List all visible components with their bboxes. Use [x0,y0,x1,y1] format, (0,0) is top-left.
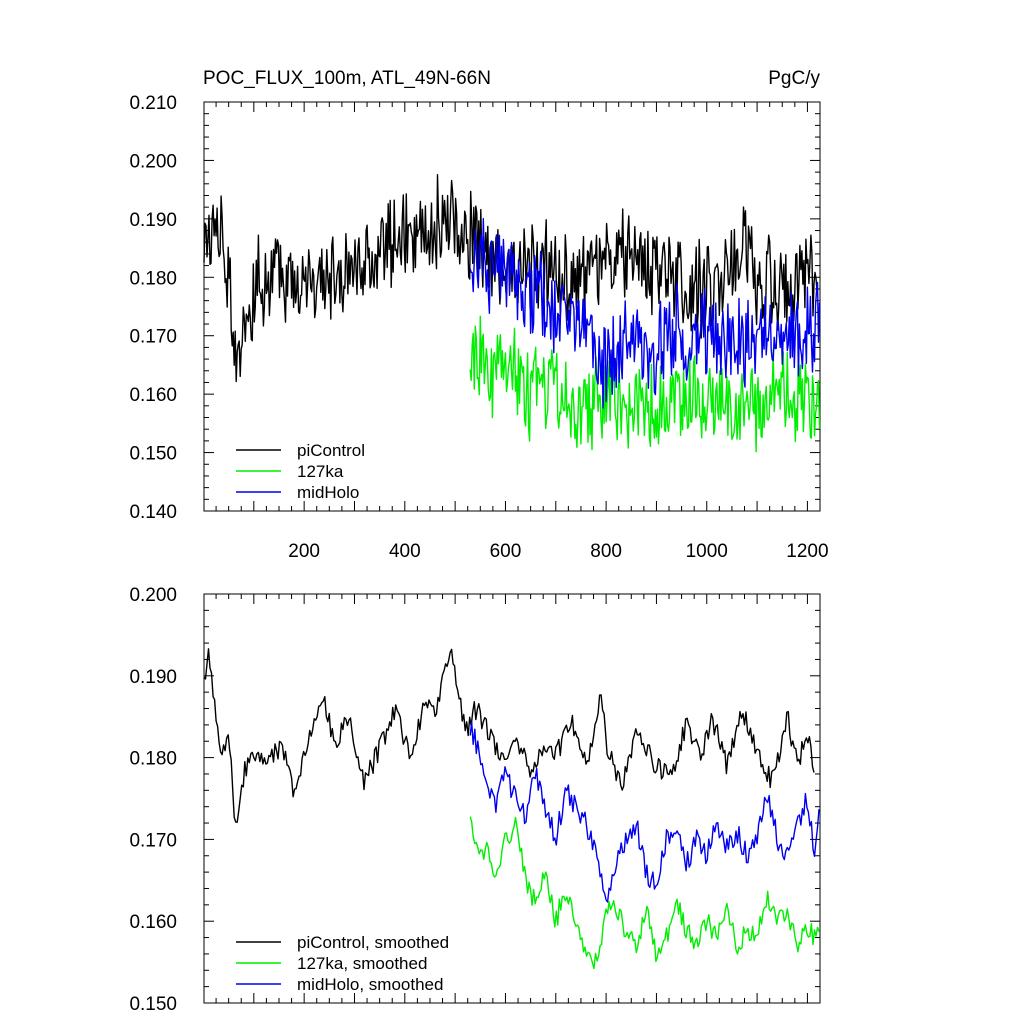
x-tick-label: 200 [288,541,320,562]
legend-label: midHolo, smoothed [297,975,443,994]
y-tick-label: 0.190 [129,210,177,231]
top-axis-ticks: 0.140 0.150 0.160 0.170 0.180 0.190 0.200 0.210… [129,93,828,562]
series-line-127ka [469,315,821,453]
y-tick-label: 0.170 [129,830,177,851]
x-tick-label: 1000 [686,541,728,562]
legend-label: 127ka [297,462,344,481]
legend-label: piControl, smoothed [297,933,449,952]
x-tick-label: 1200 [786,541,828,562]
legend-label: piControl [297,441,365,460]
y-tick-label: 0.200 [129,151,177,172]
y-tick-label: 0.150 [129,444,177,465]
series-line-midholo-smoothed [469,721,820,903]
y-tick-label: 0.140 [129,502,177,523]
top-series-group [203,174,821,453]
y-tick-label: 0.190 [129,667,177,688]
y-tick-label: 0.160 [129,385,177,406]
y-tick-label: 0.200 [129,585,177,606]
x-tick-label: 400 [389,541,421,562]
units-label: PgC/y [768,68,820,89]
y-tick-label: 0.160 [129,912,177,933]
bottom-panel: 0.150 0.160 0.170 0.180 0.190 0.200 piControl… [129,585,821,1015]
top-panel: POC_FLUX_100m, ATL_49N-66N PgC/y 0.1400.… [129,68,828,562]
series-line-127ka-smoothed [469,816,820,970]
x-tick-label: 600 [490,541,522,562]
bottom-legend: piControl, smoothed 127ka, smoothed midHol… [236,933,449,994]
series-line-midholo [469,218,821,409]
series-line-picontrol-smoothed [203,648,815,823]
y-tick-label: 0.180 [129,749,177,770]
bottom-axis-ticks: 0.150 0.160 0.170 0.180 0.190 0.200 [129,585,820,1015]
chart-title: POC_FLUX_100m, ATL_49N-66N [203,68,491,89]
bottom-plot-frame [203,593,821,1004]
x-tick-label: 800 [590,541,622,562]
y-tick-label: 0.210 [129,93,177,114]
legend-label: midHolo [297,483,359,502]
bottom-series-group [203,648,820,970]
y-tick-label: 0.170 [129,327,177,348]
y-tick-label: 0.150 [129,994,177,1015]
legend-label: 127ka, smoothed [297,954,427,973]
y-tick-label: 0.180 [129,268,177,289]
top-legend: piControl 127ka midHolo [236,441,365,502]
